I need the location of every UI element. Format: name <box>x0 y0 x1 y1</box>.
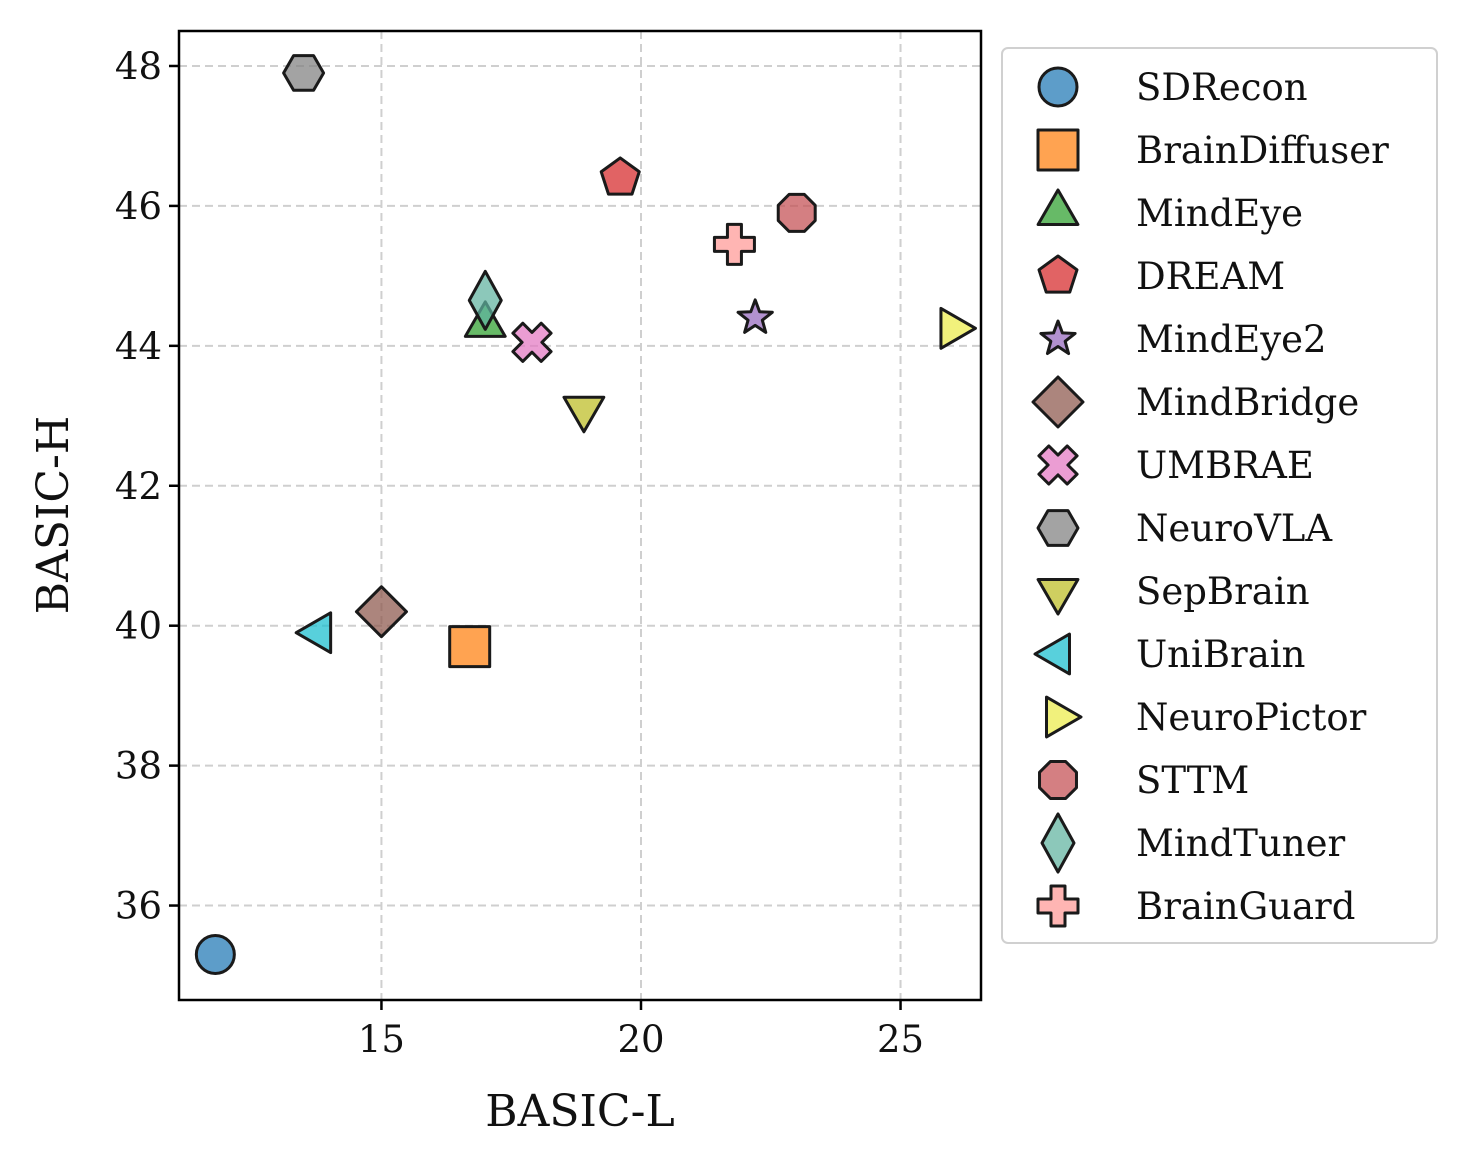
legend-label-unibrain: UniBrain <box>1136 633 1305 676</box>
legend-label-dream: DREAM <box>1136 255 1285 298</box>
legend-label-mindeye: MindEye <box>1136 192 1303 235</box>
legend-label-mindeye2: MindEye2 <box>1136 318 1327 361</box>
legend-marker-umbrae <box>1037 444 1079 486</box>
legend-marker-mindeye2 <box>1039 319 1077 356</box>
legend-label-mindbridge: MindBridge <box>1136 381 1359 424</box>
legend-label-brainguard: BrainGuard <box>1136 885 1355 928</box>
data-point-dream <box>599 156 641 196</box>
data-point-unibrain <box>294 611 333 655</box>
legend-marker-mindbridge <box>1031 375 1085 429</box>
legend-marker-unibrain <box>1033 632 1071 676</box>
data-point-mindeye2 <box>736 298 774 334</box>
legend-marker-dream <box>1037 254 1079 294</box>
y-tick-label: 44 <box>115 325 162 368</box>
y-axis-title: BASIC-H <box>28 416 79 615</box>
data-point-brainguard <box>712 222 756 266</box>
data-point-braindiffuser <box>448 625 492 669</box>
data-point-neuropictor <box>939 306 977 350</box>
legend-marker-sepbrain <box>1036 578 1080 616</box>
data-point-sepbrain <box>562 395 606 434</box>
legend: SDRecon BrainDiffuser MindEye DREAM MindEye2… <box>1001 47 1438 944</box>
legend-marker-sttm <box>1038 760 1078 800</box>
plot-frame <box>177 29 983 1002</box>
y-tick-label: 36 <box>115 885 162 928</box>
legend-label-sdrecon: SDRecon <box>1136 66 1308 109</box>
x-tick-label: 15 <box>358 1018 405 1061</box>
grid-lines <box>179 31 981 1000</box>
y-tick-label: 40 <box>115 605 162 648</box>
legend-marker-mindeye <box>1036 188 1080 226</box>
data-point-sttm <box>776 192 817 233</box>
legend-label-neuropictor: NeuroPictor <box>1136 696 1367 739</box>
data-point-mindbridge <box>354 585 408 639</box>
y-tick-label: 38 <box>115 745 162 788</box>
y-tick-label: 48 <box>115 45 162 88</box>
data-point-umbrae <box>511 321 553 363</box>
legend-marker-brainguard <box>1036 884 1080 928</box>
legend-marker-braindiffuser <box>1036 128 1080 172</box>
legend-label-umbrae: UMBRAE <box>1136 444 1314 487</box>
data-point-mindtuner <box>467 269 503 331</box>
data-point-sdrecon <box>194 934 236 976</box>
legend-label-mindtuner: MindTuner <box>1136 822 1345 865</box>
legend-box <box>1001 47 1438 944</box>
legend-marker-sdrecon <box>1037 66 1079 108</box>
axis-ticks: 15 20 25 36 38 40 42 44 46 48 <box>115 45 924 1061</box>
x-tick-label: 25 <box>877 1018 924 1061</box>
data-markers <box>194 54 977 976</box>
legend-marker-neurovla <box>1036 509 1080 547</box>
y-tick-label: 42 <box>115 465 162 508</box>
x-tick-label: 20 <box>617 1018 664 1061</box>
legend-marker-mindtuner <box>1040 812 1076 874</box>
legend-label-braindiffuser: BrainDiffuser <box>1136 129 1389 172</box>
legend-label-sepbrain: SepBrain <box>1136 570 1310 613</box>
legend-label-neurovla: NeuroVLA <box>1136 507 1333 550</box>
y-tick-label: 46 <box>115 185 162 228</box>
x-axis-title: BASIC-L <box>485 1086 674 1137</box>
legend-label-sttm: STTM <box>1136 759 1249 802</box>
data-point-neurovla <box>282 54 326 92</box>
legend-marker-neuropictor <box>1045 695 1083 739</box>
